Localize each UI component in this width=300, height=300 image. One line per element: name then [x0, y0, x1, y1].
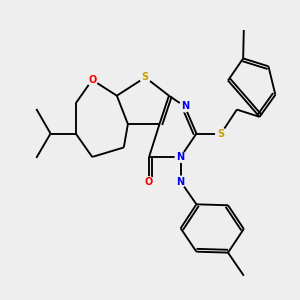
Circle shape [144, 177, 154, 188]
Text: N: N [177, 152, 185, 162]
Circle shape [179, 101, 190, 112]
Text: N: N [181, 101, 189, 111]
Text: O: O [145, 177, 153, 187]
Circle shape [216, 128, 226, 139]
Text: S: S [142, 72, 149, 82]
Text: S: S [218, 129, 225, 139]
Circle shape [87, 74, 98, 85]
Text: O: O [88, 75, 96, 85]
Circle shape [175, 152, 186, 162]
Text: N: N [177, 177, 185, 187]
Circle shape [175, 176, 186, 187]
Circle shape [140, 72, 151, 83]
